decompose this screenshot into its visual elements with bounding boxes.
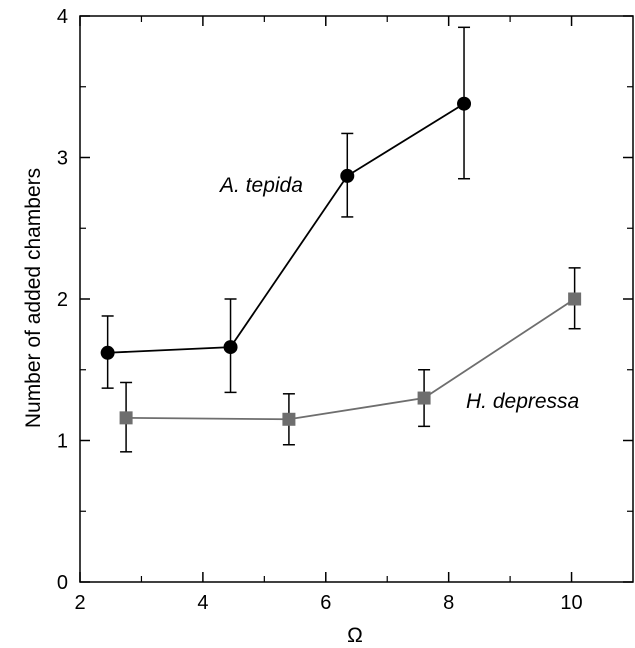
series-1-point-1	[282, 412, 296, 426]
y-axis-label: Number of added chambers	[22, 168, 45, 428]
x-tick-label-3: 8	[443, 592, 454, 614]
series-1-point-3	[568, 292, 582, 306]
x-tick-label-2: 6	[320, 592, 331, 614]
series-0-point-1	[223, 340, 238, 355]
series-label-a-tepida: A. tepida	[218, 174, 303, 197]
x-tick-label-1: 4	[197, 592, 208, 614]
series-1	[119, 267, 582, 453]
series-0-point-0	[100, 345, 115, 360]
y-tick-label-1: 1	[57, 431, 68, 453]
y-tick-label-2: 2	[57, 289, 68, 311]
x-tick-label-0: 2	[74, 592, 85, 614]
series-1-point-0	[119, 411, 133, 425]
series-0-line	[107, 102, 465, 354]
series-1-point-2	[417, 391, 431, 405]
series-0	[100, 26, 472, 394]
x-axis-label: Ω	[347, 624, 363, 647]
series-0-point-2	[340, 168, 355, 183]
series-label-h-depressa: H. depressa	[466, 390, 579, 413]
y-tick-label-4: 4	[57, 6, 68, 28]
y-tick-label-0: 0	[57, 572, 68, 594]
series-0-point-3	[457, 96, 472, 111]
series-1-line	[126, 298, 576, 421]
x-tick-label-4: 10	[560, 592, 582, 614]
y-tick-label-3: 3	[57, 148, 68, 170]
plot-frame	[79, 15, 634, 583]
